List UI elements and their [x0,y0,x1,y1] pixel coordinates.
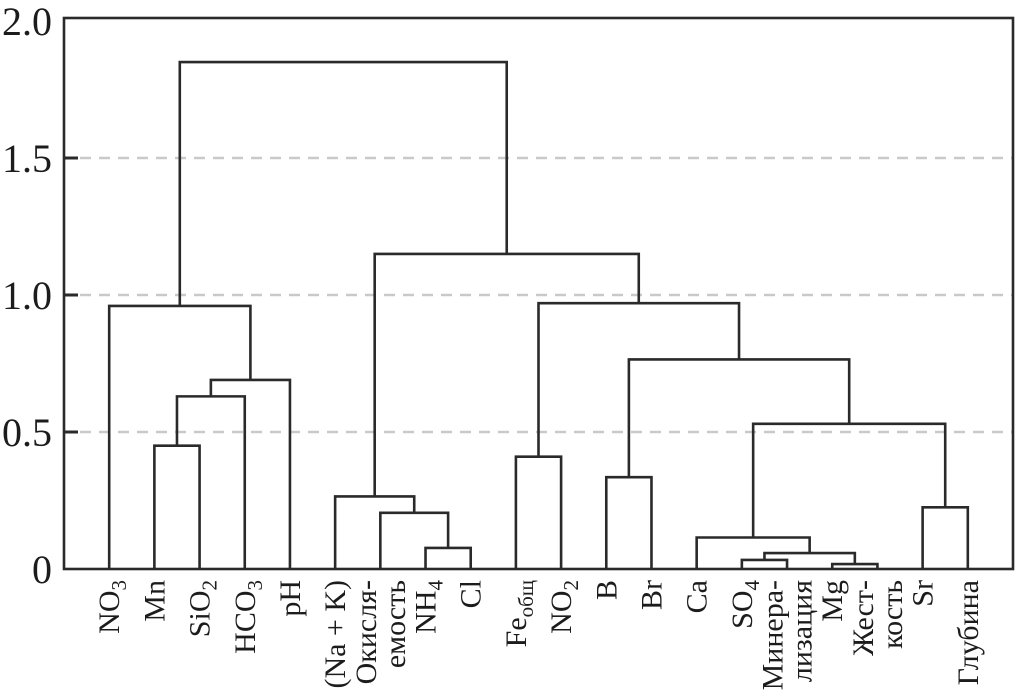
leaf-label: Жест- [847,580,880,656]
dendrogram-link [175,395,247,569]
leaf-label: емость [379,580,412,668]
leaf-label: кость [876,580,909,649]
dendrogram-link [537,301,741,457]
leaf-label: Минера- [757,580,790,690]
leaf-label: NO3 [93,580,131,634]
y-axis-tick-label: 2.0 [2,0,52,44]
plot-frame [62,16,1015,571]
leaf-label: Br [635,580,668,610]
y-axis-tick-label: 1.5 [2,136,52,181]
leaf-label: pH [274,580,307,617]
dendrogram-link [333,495,416,569]
dendrogram-link [604,475,653,569]
leaf-label: Sr [907,580,940,607]
leaf-label: Mn [138,580,171,622]
dendrogram-link [921,506,970,569]
dendrogram-link [424,546,473,569]
dendrogram-link [153,444,201,569]
dendrogram-link [740,558,789,569]
dendrogram-link [379,511,450,569]
leaf-label: Mg [816,580,849,622]
y-axis-tick-label: 0.5 [2,410,52,455]
leaf-label: Feобщ [500,580,538,647]
leaf-label: NO2 [545,580,583,634]
leaf-label: Ca [681,580,714,613]
leaf-label: Глубина [952,580,985,685]
dendrogram-link [209,378,292,569]
leaf-label: лизация [786,580,819,682]
leaf-label: SiO2 [184,580,222,637]
leaf-label: HCO3 [229,580,267,654]
leaf-label: Окисля- [350,580,383,684]
y-axis-tick-label: 1.0 [2,273,52,318]
dendrogram-link [514,455,563,569]
dendrogram-link [627,358,851,478]
leaf-label: (Na + K) [319,580,352,689]
y-axis-tick-label: 0 [32,547,52,592]
leaf-label: SO4 [726,580,764,629]
leaf-label: Cl [455,580,488,608]
dendrogram-link [178,60,509,306]
dendrogram-link [751,422,947,538]
dendrogram-link [373,252,641,497]
dendrogram-link [763,551,857,565]
leaf-label: B [590,580,623,600]
dendrogram-link [107,304,252,569]
leaf-label: NH4 [410,580,448,634]
